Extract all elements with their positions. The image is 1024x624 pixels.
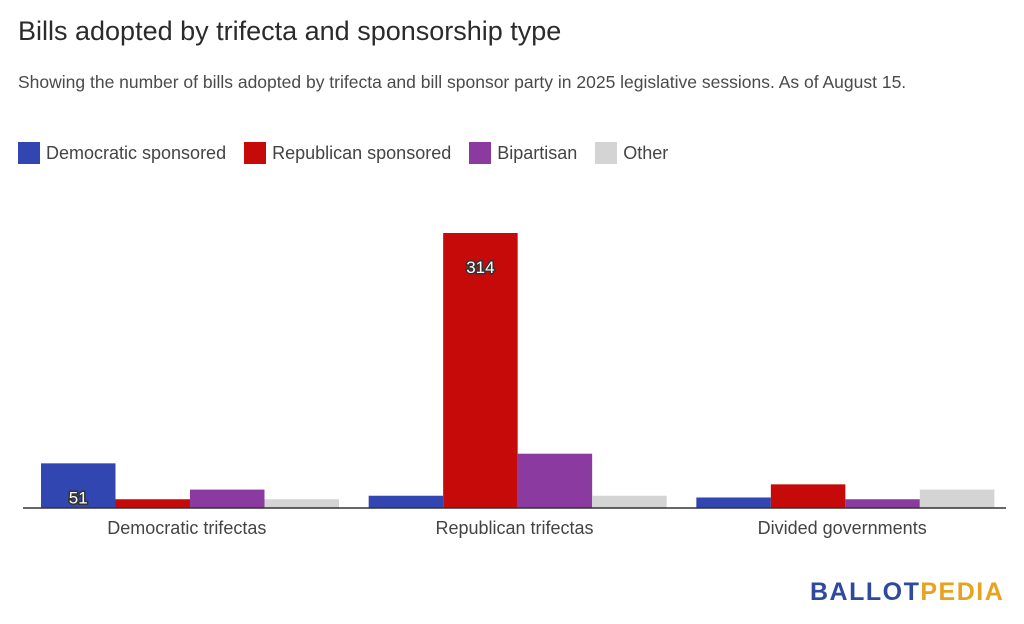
data-label-1-1: 314 (466, 258, 494, 277)
ballotpedia-logo: BALLOTPEDIA (810, 578, 1004, 607)
chart-title: Bills adopted by trifecta and sponsorshi… (18, 16, 562, 46)
legend-item-democratic: Democratic sponsored (18, 142, 226, 164)
legend-swatch-other (595, 142, 618, 164)
bar-2-2 (845, 499, 920, 508)
legend: Democratic sponsored Republican sponsore… (18, 142, 686, 164)
legend-label-republican: Republican sponsored (272, 142, 452, 163)
legend-label-democratic: Democratic sponsored (46, 142, 227, 163)
x-tick-label-0: Democratic trifectas (107, 518, 266, 538)
logo-text-pedia: PEDIA (920, 578, 1005, 606)
bar-2-3 (919, 489, 995, 508)
legend-item-other: Other (595, 142, 668, 164)
bar-0-3 (264, 499, 339, 508)
chart-subtitle: Showing the number of bills adopted by t… (18, 72, 907, 92)
bar-0-1 (115, 499, 190, 508)
bar-0-2 (190, 489, 265, 508)
legend-swatch-republican (244, 142, 267, 164)
legend-item-republican: Republican sponsored (244, 142, 451, 164)
legend-swatch-bipartisan (469, 142, 492, 164)
bar-1-3 (592, 495, 667, 508)
logo-text-ballot: BALLOT (810, 578, 921, 606)
bar-1-1 (443, 233, 518, 508)
bar-2-1 (770, 484, 846, 508)
legend-item-bipartisan: Bipartisan (469, 142, 577, 164)
legend-label-other: Other (623, 142, 669, 163)
x-tick-label-2: Divided governments (758, 518, 927, 538)
bar-0-0 (41, 463, 116, 508)
x-tick-label-1: Republican trifectas (435, 518, 593, 538)
bar-1-2 (517, 453, 593, 508)
data-label-0-0: 51 (69, 488, 88, 507)
bar-1-0 (368, 495, 444, 508)
bar-2-0 (696, 497, 771, 508)
legend-label-bipartisan: Bipartisan (497, 142, 578, 163)
legend-swatch-democratic (18, 142, 40, 164)
